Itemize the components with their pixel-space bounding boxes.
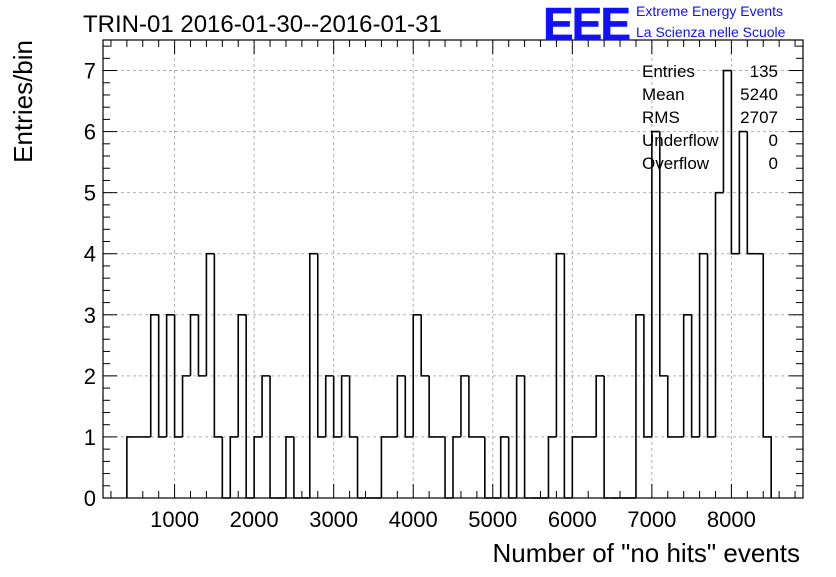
histogram-bin-75 [722,69,732,193]
histogram-bin-71 [690,314,700,438]
histogram-bin-10 [205,252,215,376]
histogram-bin-4 [157,314,167,438]
histogram-bin-78 [746,131,756,255]
histogram-bin-3 [149,314,159,437]
x-tick-label-0: 1000 [150,507,199,532]
histogram-bin-80 [762,253,772,498]
y-tick-label-3: 3 [84,303,96,328]
histogram-bin-66 [651,130,660,437]
x-tick-label-2: 3000 [309,507,358,532]
histogram-bin-37 [420,314,430,377]
histogram-bin-54 [555,252,565,437]
histogram-bin-9 [197,314,207,377]
histogram-bin-38 [428,375,438,438]
brand-line-2: La Scienza nelle Scuole [636,24,786,40]
histogram-bin-47 [499,436,509,498]
histogram-bin-32 [380,436,390,498]
histogram-bin-34 [396,375,406,437]
histogram-bin-36 [412,314,422,437]
histogram-bin-77 [738,130,748,254]
stats-label-overflow: Overflow [642,154,710,173]
y-tick-label-2: 2 [84,364,96,389]
histogram-bin-8 [189,314,199,376]
chart-title: TRIN-01 2016-01-30--2016-01-31 [83,11,442,38]
x-tick-label-4: 5000 [468,507,517,532]
histogram-bin-35 [404,375,414,438]
axes: 1000 2000 3000 4000 5000 6000 7000 8000 0 1 2 3 4 5 6 7 [84,40,803,532]
y-tick-label-1: 1 [84,425,96,450]
histogram-bin-59 [595,375,605,437]
histogram-bin-49 [515,375,525,498]
histogram-bin-42 [460,375,469,437]
stats-value-mean: 5240 [740,85,778,104]
y-axis-label: Entries/bin [8,40,38,163]
x-tick-label-3: 4000 [389,507,438,532]
histogram-bin-13 [229,436,239,498]
plot-frame [102,39,804,499]
histogram-bin-43 [468,375,477,438]
x-tick-label-5: 6000 [548,507,597,532]
stats-label-entries: Entries [642,62,695,81]
histogram-bin-16 [253,436,263,498]
x-tick-label-7: 8000 [707,507,756,532]
histogram-bin-67 [659,131,668,377]
y-tick-label-0: 0 [84,486,96,511]
histogram-bin-20 [285,436,294,498]
y-tick-label-7: 7 [84,59,96,84]
histogram-bin-73 [706,253,716,438]
histogram-bin-24 [316,253,326,438]
histogram-bin-14 [237,314,247,437]
histogram-bin-6 [173,314,183,438]
histogram-bin-26 [332,375,342,438]
histogram-bin-7 [181,375,191,437]
histogram-bin-11 [213,253,223,438]
histogram-bin-64 [635,314,644,498]
histogram-bin-76 [730,70,740,255]
histogram-bin-70 [682,314,692,437]
stats-value-underflow: 0 [769,131,778,150]
stats-label-rms: RMS [642,108,680,127]
stats-label-mean: Mean [642,85,685,104]
histogram-bin-23 [309,252,318,498]
histogram-bin-65 [643,314,652,438]
x-tick-label-6: 7000 [627,507,676,532]
histogram-bin-0 [126,436,135,498]
eee-logo: EEE [543,0,629,50]
histogram-bin-25 [324,375,334,437]
histogram-bin-68 [666,375,676,438]
x-axis-label: Number of "no hits" events [493,538,801,568]
histogram-bin-53 [547,436,557,498]
histogram-bin-17 [261,375,271,437]
x-tick-label-1: 2000 [230,507,279,532]
brand-line-1: Extreme Energy Events [636,3,783,19]
histogram-bin-56 [571,436,581,498]
y-tick-label-6: 6 [84,120,96,145]
stats-value-rms: 2707 [740,108,778,127]
histogram-bin-28 [348,375,358,438]
y-tick-label-5: 5 [84,181,96,206]
histogram-bin-72 [698,252,708,437]
stats-value-overflow: 0 [769,154,778,173]
y-tick-label-4: 4 [84,242,96,267]
histogram-bin-27 [340,375,350,437]
stats-value-entries: 135 [750,62,778,81]
stats-box: Entries 135 Mean 5240 RMS 2707 Underflow 0 Overf… [642,62,778,173]
histogram-bin-41 [452,436,461,498]
histogram-bin-5 [165,314,175,437]
stats-label-underflow: Underflow [642,131,719,150]
histogram-bin-74 [714,191,724,437]
